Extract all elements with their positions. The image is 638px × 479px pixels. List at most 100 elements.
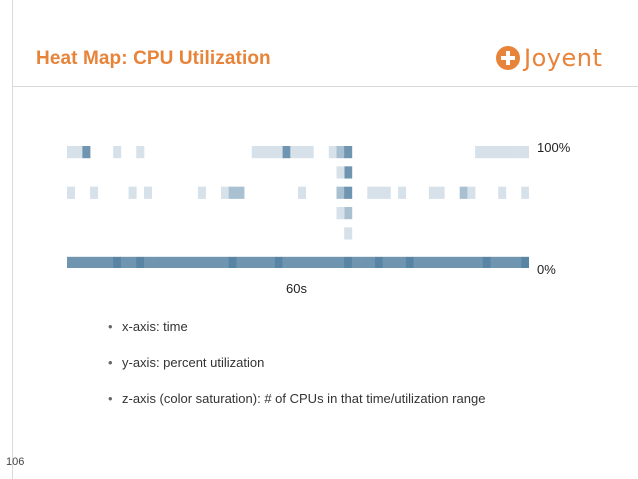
heatmap-cell xyxy=(475,256,484,268)
heatmap-cell xyxy=(74,256,83,268)
heatmap-cell xyxy=(328,256,337,268)
heatmap-cell xyxy=(113,256,122,268)
heatmap-cell xyxy=(351,256,360,268)
heatmap-cell xyxy=(274,256,283,268)
y-top-label: 100% xyxy=(537,140,571,155)
heatmap-cell xyxy=(482,146,491,159)
heatmap-cell xyxy=(421,256,430,268)
heatmap-cell xyxy=(336,146,345,159)
heatmap-cell xyxy=(467,186,476,199)
bullet-list: x-axis: time y-axis: percent utilization… xyxy=(108,318,485,426)
heatmap-cell xyxy=(328,146,337,159)
heatmap-cell xyxy=(90,256,99,268)
heatmap-cell xyxy=(221,256,229,268)
heatmap-cell xyxy=(398,186,407,199)
heatmap-cell xyxy=(390,256,399,268)
heatmap-cell xyxy=(159,256,168,268)
heatmap-cell xyxy=(444,256,453,268)
heatmap-cell xyxy=(259,256,268,268)
heatmap-cell xyxy=(336,186,345,199)
heatmap-cell xyxy=(505,256,514,268)
heatmap-cell xyxy=(367,186,376,199)
heatmap-cell xyxy=(259,146,268,159)
heatmap-cell xyxy=(267,146,276,159)
heatmap-cell xyxy=(221,186,229,199)
heatmap-cell xyxy=(428,256,437,268)
heatmap-cell xyxy=(513,146,522,159)
heatmap-cell xyxy=(498,186,507,199)
heatmap-cell xyxy=(475,146,484,159)
heatmap-cell xyxy=(490,256,499,268)
left-frame-line xyxy=(12,0,13,479)
bullet-z-axis: z-axis (color saturation): # of CPUs in … xyxy=(108,390,485,426)
heatmap-cell xyxy=(344,256,353,268)
heatmap-cell xyxy=(336,256,345,268)
heatmap-cell xyxy=(490,146,499,159)
heatmap-cell xyxy=(344,207,353,220)
heatmap-cell xyxy=(344,166,353,179)
heatmap-cell xyxy=(521,146,529,159)
joyent-logo: Joyent xyxy=(496,40,602,76)
heatmap-cell xyxy=(459,256,468,268)
logo-text: Joyent xyxy=(524,44,603,72)
heatmap-cell xyxy=(344,146,353,159)
heatmap-cell xyxy=(251,146,260,159)
heatmap-cell xyxy=(136,256,145,268)
heatmap-cell xyxy=(274,146,283,159)
heatmap-cell xyxy=(105,256,114,268)
heatmap-cell xyxy=(120,256,129,268)
heatmap-cell xyxy=(82,146,91,159)
heatmap-cell xyxy=(375,186,383,199)
heatmap-cell xyxy=(236,256,245,268)
heatmap-cell xyxy=(74,146,83,159)
heatmap-cell xyxy=(498,146,507,159)
heatmap-cell xyxy=(97,256,106,268)
heatmap-cell xyxy=(136,146,145,159)
heatmap-cell xyxy=(382,186,391,199)
heatmap-cell xyxy=(305,146,314,159)
heatmap-cell xyxy=(344,227,353,240)
heatmap-cell xyxy=(205,256,214,268)
heatmap-cell xyxy=(67,256,75,268)
heatmap-cell xyxy=(321,256,330,268)
heatmap-cell xyxy=(521,186,529,199)
heatmap-cell xyxy=(521,256,529,268)
heatmap-cell xyxy=(213,256,222,268)
heatmap-cell xyxy=(228,186,237,199)
heatmap-cell xyxy=(298,146,306,159)
heatmap-cell xyxy=(513,256,522,268)
heatmap-cell xyxy=(151,256,160,268)
heatmap-cell xyxy=(174,256,183,268)
heatmap-cell xyxy=(144,186,152,199)
heatmap-cell xyxy=(498,256,507,268)
heatmap-cell xyxy=(467,256,476,268)
heatmap-svg xyxy=(67,146,529,268)
heatmap-cell xyxy=(367,256,376,268)
page-number: 106 xyxy=(6,456,25,468)
plus-circle-icon xyxy=(496,46,520,70)
heatmap-cell xyxy=(313,256,322,268)
heatmap-cell xyxy=(282,146,291,159)
heatmap-cell xyxy=(436,186,445,199)
heatmap-cell xyxy=(190,256,199,268)
y-bottom-label: 0% xyxy=(537,262,556,277)
heatmap-cell xyxy=(290,256,299,268)
heatmap-cell xyxy=(382,256,391,268)
heatmap-cell xyxy=(282,256,291,268)
heatmap-cell xyxy=(459,186,468,199)
heatmap-cell xyxy=(144,256,152,268)
heatmap-cell xyxy=(113,146,122,159)
heatmap-cell xyxy=(67,186,75,199)
heatmap-cell xyxy=(236,186,245,199)
heatmap-cell xyxy=(298,186,306,199)
heatmap-cell xyxy=(344,186,353,199)
heatmap-cell xyxy=(482,256,491,268)
slide-title: Heat Map: CPU Utilization xyxy=(36,48,271,69)
bullet-y-axis: y-axis: percent utilization xyxy=(108,354,485,390)
heatmap-cell xyxy=(182,256,191,268)
heatmap-cell xyxy=(90,186,99,199)
heatmap-cell xyxy=(128,186,137,199)
heatmap-cell xyxy=(128,256,137,268)
heatmap-cell xyxy=(336,166,345,179)
